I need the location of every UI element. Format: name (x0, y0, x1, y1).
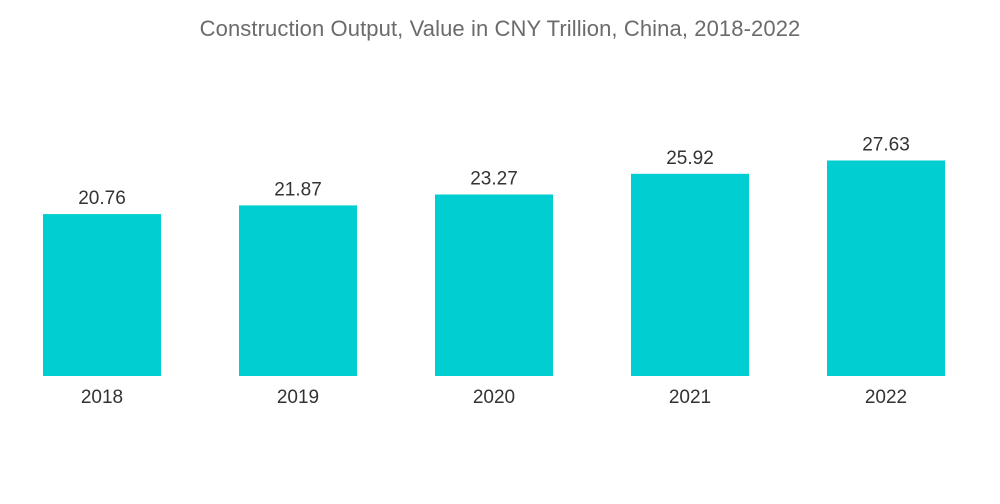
value-label-2022: 27.63 (862, 134, 910, 155)
value-label-2019: 21.87 (274, 179, 322, 200)
x-tick-label-2020: 2020 (473, 387, 515, 408)
x-tick-label-2022: 2022 (865, 387, 907, 408)
x-tick-label-2018: 2018 (81, 387, 123, 408)
bars-layer (43, 160, 945, 376)
value-labels-layer: 20.76 21.87 23.27 25.92 27.63 (78, 134, 910, 209)
value-label-2020: 23.27 (470, 168, 518, 189)
bar-2019 (239, 205, 357, 376)
value-label-2018: 20.76 (78, 188, 126, 209)
chart-title: Construction Output, Value in CNY Trilli… (199, 16, 801, 41)
bar-2020 (435, 194, 553, 376)
x-tick-label-2021: 2021 (669, 387, 711, 408)
bar-2021 (631, 173, 749, 376)
bar-2018 (43, 214, 161, 376)
value-label-2021: 25.92 (666, 148, 714, 169)
category-labels-layer: 2018 2019 2020 2021 2022 (81, 387, 907, 408)
x-tick-label-2019: 2019 (277, 387, 319, 408)
bar-2022 (827, 160, 945, 376)
